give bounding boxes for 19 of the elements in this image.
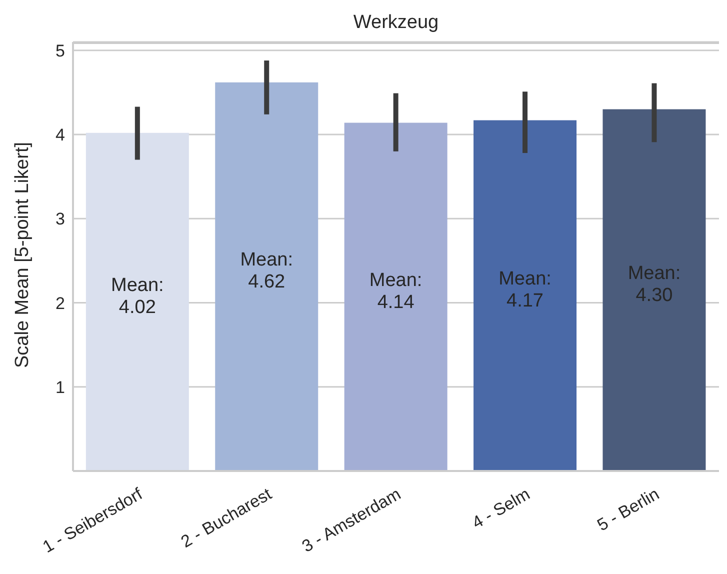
- chart-title: Werkzeug: [352, 12, 440, 34]
- data-label: Mean: 4.14: [369, 270, 422, 313]
- y-axis-title: Scale Mean [5-point Likert]: [12, 142, 34, 368]
- y-tick-label: 5: [56, 41, 65, 60]
- bar: [344, 122, 448, 471]
- x-tick-label: 5 - Berlin: [594, 484, 662, 535]
- data-label: Mean: 4.30: [628, 263, 681, 306]
- bar: [215, 82, 318, 471]
- data-label: Mean: 4.62: [240, 250, 294, 293]
- x-tick-label: 4 - Selm: [468, 484, 534, 533]
- bar: [602, 109, 706, 471]
- y-tick-label: 1: [56, 378, 65, 397]
- y-tick-label: 2: [56, 294, 65, 313]
- bar: [474, 120, 577, 471]
- y-tick-label: 3: [56, 210, 65, 229]
- y-tick-label: 4: [56, 126, 65, 145]
- data-label: Mean: 4.17: [498, 268, 552, 312]
- bar: [86, 132, 189, 471]
- data-label: Mean: 4.02: [111, 274, 164, 318]
